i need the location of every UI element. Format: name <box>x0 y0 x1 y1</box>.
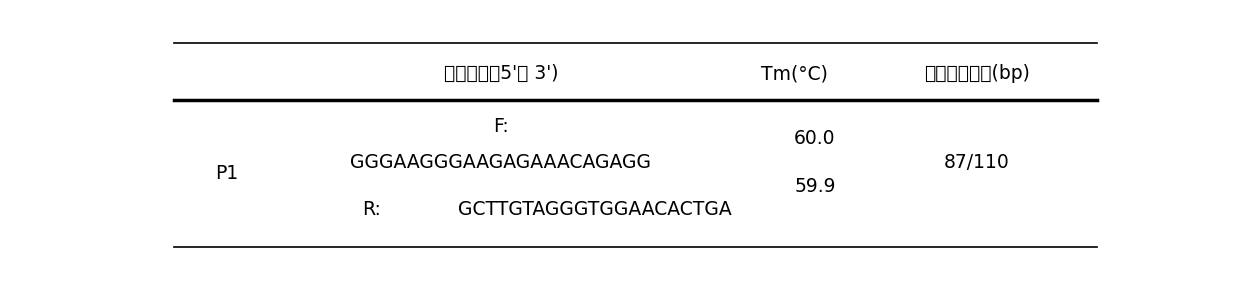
Text: 扩增产物大小(bp): 扩增产物大小(bp) <box>924 64 1029 83</box>
Text: 87/110: 87/110 <box>944 153 1009 172</box>
Text: F:: F: <box>494 117 508 136</box>
Text: GGGAAGGGAAGAGAAACAGAGG: GGGAAGGGAAGAGAAACAGAGG <box>351 153 651 172</box>
Text: 60.0: 60.0 <box>794 129 836 148</box>
Text: GCTTGTAGGGTGGAACACTGA: GCTTGTAGGGTGGAACACTGA <box>458 200 732 219</box>
Text: P1: P1 <box>216 164 238 183</box>
Text: Tm(°C): Tm(°C) <box>760 64 827 83</box>
Text: 59.9: 59.9 <box>794 177 836 196</box>
Text: R:: R: <box>362 200 381 219</box>
Text: 引物序列（5'到 3'): 引物序列（5'到 3') <box>444 64 558 83</box>
